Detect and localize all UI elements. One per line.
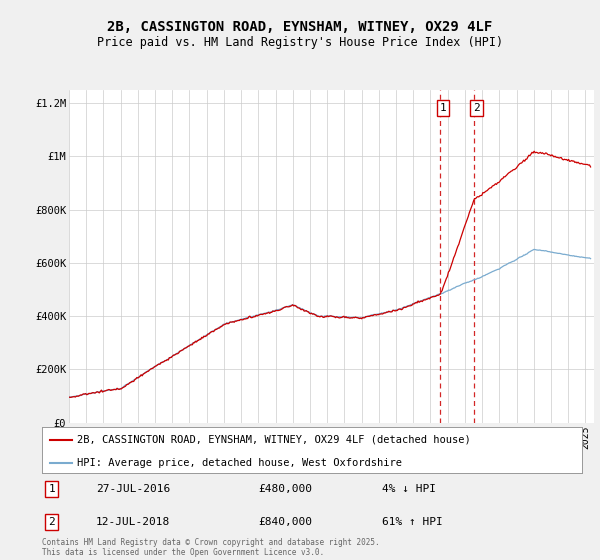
Text: 2: 2 [473, 103, 480, 113]
Text: 2B, CASSINGTON ROAD, EYNSHAM, WITNEY, OX29 4LF (detached house): 2B, CASSINGTON ROAD, EYNSHAM, WITNEY, OX… [77, 435, 471, 445]
Text: 1: 1 [439, 103, 446, 113]
Text: HPI: Average price, detached house, West Oxfordshire: HPI: Average price, detached house, West… [77, 458, 402, 468]
Text: Price paid vs. HM Land Registry's House Price Index (HPI): Price paid vs. HM Land Registry's House … [97, 36, 503, 49]
Text: £840,000: £840,000 [258, 517, 312, 527]
Text: £480,000: £480,000 [258, 484, 312, 494]
Text: 4% ↓ HPI: 4% ↓ HPI [382, 484, 436, 494]
Text: 61% ↑ HPI: 61% ↑ HPI [382, 517, 443, 527]
Text: Contains HM Land Registry data © Crown copyright and database right 2025.
This d: Contains HM Land Registry data © Crown c… [42, 538, 380, 557]
Text: 27-JUL-2016: 27-JUL-2016 [96, 484, 170, 494]
Text: 12-JUL-2018: 12-JUL-2018 [96, 517, 170, 527]
Text: 1: 1 [49, 484, 55, 494]
Text: 2: 2 [49, 517, 55, 527]
Text: 2B, CASSINGTON ROAD, EYNSHAM, WITNEY, OX29 4LF: 2B, CASSINGTON ROAD, EYNSHAM, WITNEY, OX… [107, 20, 493, 34]
